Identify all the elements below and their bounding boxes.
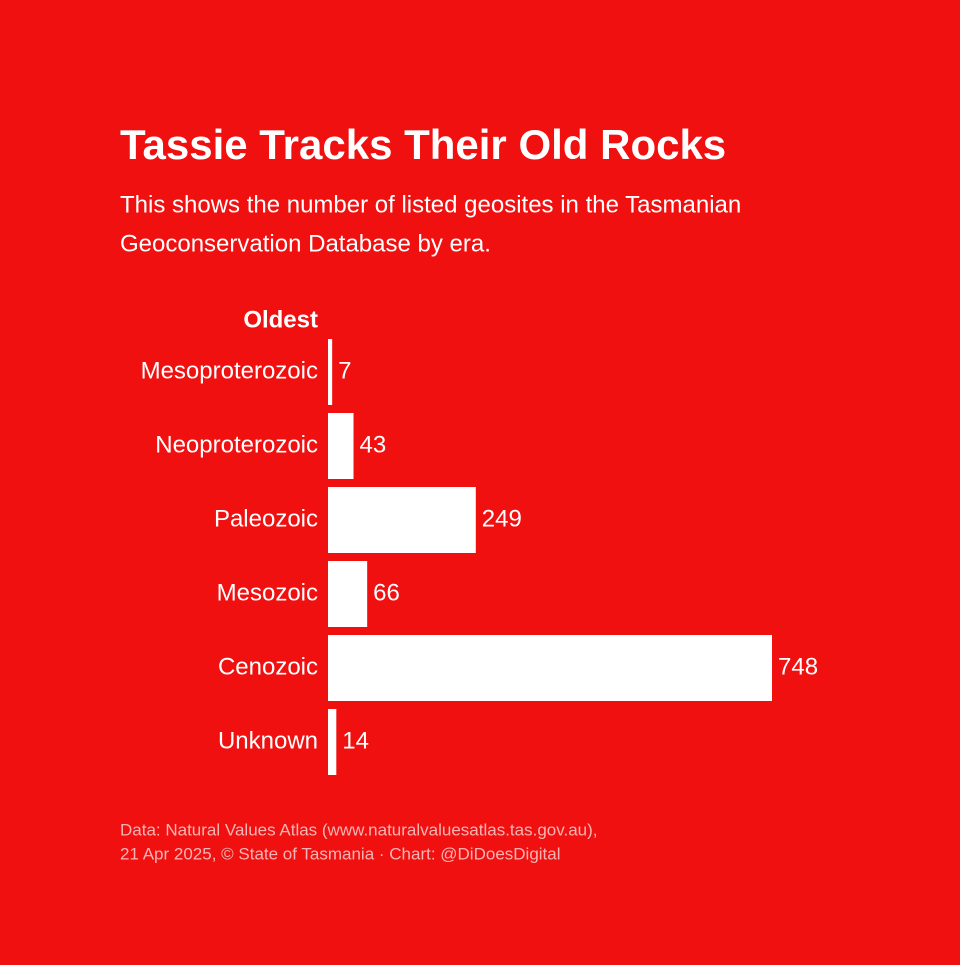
category-label: Paleozoic bbox=[214, 505, 318, 532]
value-label: 66 bbox=[373, 579, 400, 606]
category-label: Mesozoic bbox=[217, 579, 318, 606]
value-label: 748 bbox=[778, 653, 818, 680]
bar bbox=[328, 487, 476, 553]
source: 21 Apr 2025, © State of Tasmania · Chart… bbox=[120, 844, 561, 863]
bar bbox=[328, 339, 333, 405]
category-label: Cenozoic bbox=[218, 653, 318, 680]
value-label: 43 bbox=[360, 431, 387, 458]
source: Data: Natural Values Atlas (www.naturalv… bbox=[120, 820, 598, 839]
value-label: 14 bbox=[342, 727, 369, 754]
subtitle: Geoconservation Database by era. bbox=[120, 230, 491, 257]
annotation: Oldest bbox=[243, 306, 318, 333]
bar bbox=[328, 709, 337, 775]
bar bbox=[328, 413, 354, 479]
bar bbox=[328, 635, 772, 701]
value-label: 249 bbox=[482, 505, 522, 532]
category-label: Neoproterozoic bbox=[155, 431, 318, 458]
category-label: Unknown bbox=[218, 727, 318, 754]
bar bbox=[328, 561, 368, 627]
value-label: 7 bbox=[338, 357, 351, 384]
subtitle: This shows the number of listed geosites… bbox=[120, 191, 741, 218]
chart-title: Tassie Tracks Their Old Rocks bbox=[120, 121, 726, 168]
category-label: Mesoproterozoic bbox=[141, 357, 318, 384]
